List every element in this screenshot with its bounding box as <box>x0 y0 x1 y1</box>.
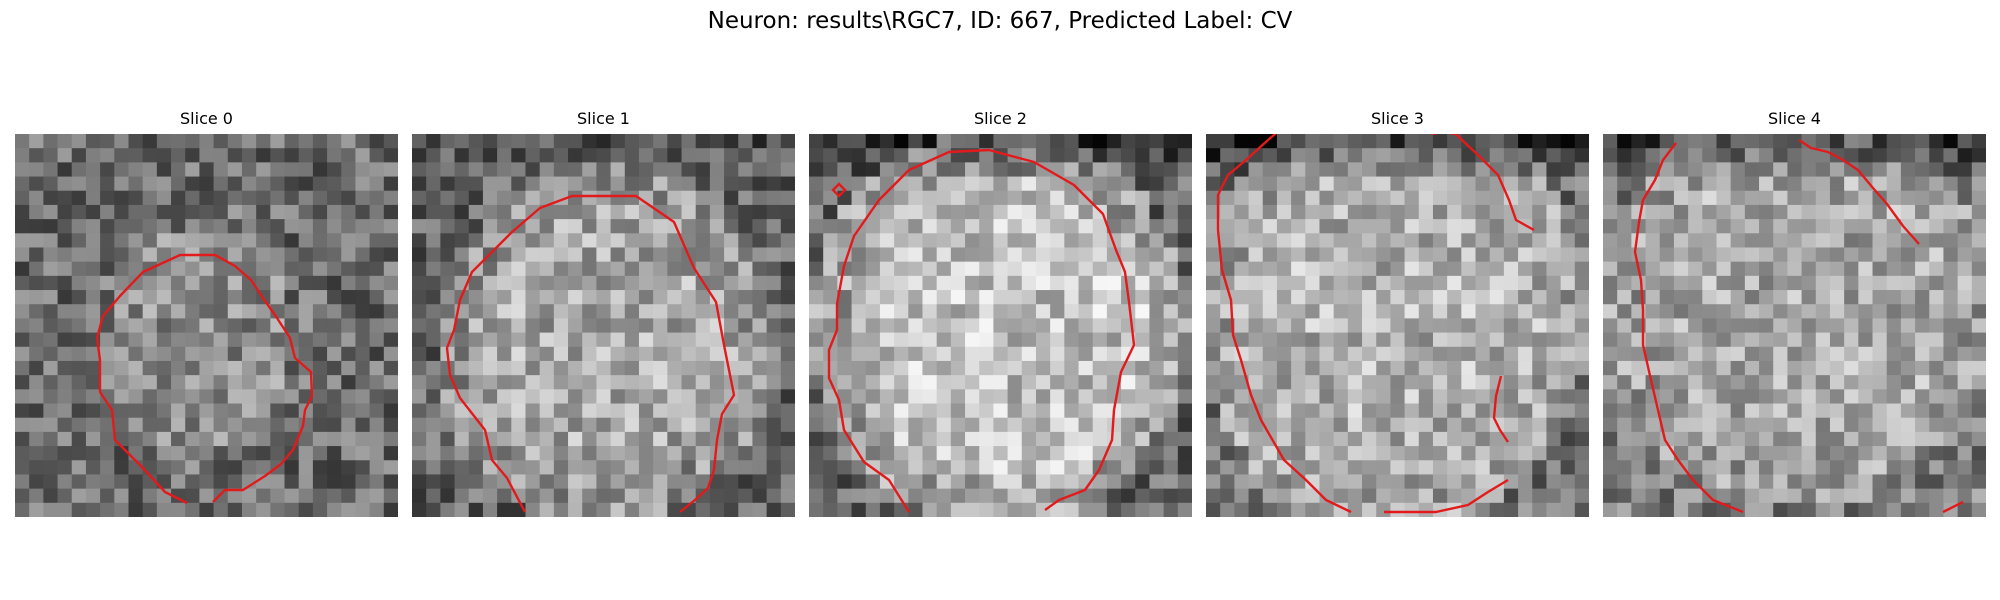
cell-contour <box>1432 134 1535 232</box>
slice-image <box>1603 134 1986 517</box>
cell-contour <box>1942 500 1964 514</box>
slice-title: Slice 4 <box>1768 109 1821 128</box>
cell-contour <box>1492 375 1509 443</box>
cell-contour <box>95 253 314 505</box>
contour-marker <box>831 182 847 198</box>
cell-contour <box>827 148 1136 513</box>
slice-image <box>15 134 398 517</box>
slice-title: Slice 0 <box>180 109 233 128</box>
cell-contour <box>445 194 736 513</box>
cell-contour <box>1633 142 1744 514</box>
slice-title: Slice 1 <box>577 109 630 128</box>
slice-image <box>412 134 795 517</box>
cell-contour <box>1798 139 1920 245</box>
slice-title: Slice 2 <box>974 109 1027 128</box>
slice-image <box>809 134 1192 517</box>
slice-title: Slice 3 <box>1371 109 1424 128</box>
cell-contour <box>1216 134 1352 514</box>
cell-contour <box>1384 478 1509 514</box>
figure-title: Neuron: results\RGC7, ID: 667, Predicted… <box>707 8 1293 34</box>
slice-image <box>1206 134 1589 517</box>
